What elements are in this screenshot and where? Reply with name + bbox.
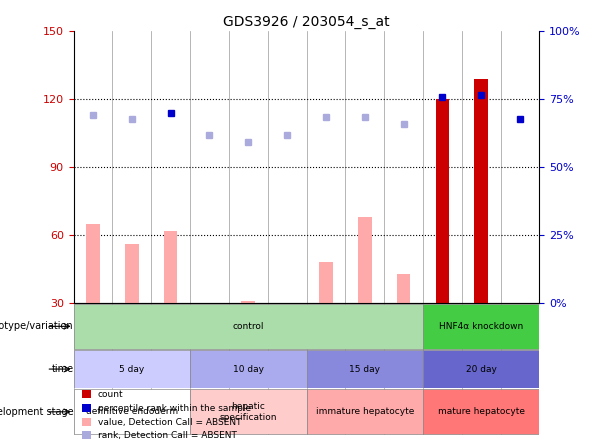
- Text: HNF4α knockdown: HNF4α knockdown: [439, 322, 524, 331]
- Bar: [164, 230, 177, 303]
- FancyBboxPatch shape: [423, 389, 539, 434]
- Bar: [86, 224, 100, 303]
- Text: hepatic
specification: hepatic specification: [219, 402, 277, 421]
- Text: definitive endoderm: definitive endoderm: [86, 407, 178, 416]
- Text: 5 day: 5 day: [119, 365, 145, 373]
- FancyBboxPatch shape: [190, 389, 306, 434]
- Text: control: control: [232, 322, 264, 331]
- Text: immature hepatocyte: immature hepatocyte: [316, 407, 414, 416]
- Text: 20 day: 20 day: [466, 365, 497, 373]
- Bar: [397, 274, 410, 303]
- Text: 15 day: 15 day: [349, 365, 380, 373]
- Legend: count, percentile rank within the sample, value, Detection Call = ABSENT, rank, : count, percentile rank within the sample…: [78, 387, 254, 444]
- Text: genotype/variation: genotype/variation: [0, 321, 74, 331]
- Text: 10 day: 10 day: [233, 365, 264, 373]
- Bar: [474, 79, 488, 303]
- FancyBboxPatch shape: [423, 350, 539, 388]
- Text: development stage: development stage: [0, 407, 74, 417]
- FancyBboxPatch shape: [74, 389, 190, 434]
- FancyBboxPatch shape: [306, 350, 423, 388]
- FancyBboxPatch shape: [190, 350, 306, 388]
- FancyBboxPatch shape: [306, 389, 423, 434]
- Bar: [242, 301, 255, 303]
- FancyBboxPatch shape: [74, 304, 423, 349]
- Bar: [436, 99, 449, 303]
- Bar: [125, 244, 139, 303]
- FancyBboxPatch shape: [423, 304, 539, 349]
- Bar: [319, 262, 333, 303]
- Title: GDS3926 / 203054_s_at: GDS3926 / 203054_s_at: [223, 15, 390, 29]
- Text: time: time: [51, 364, 74, 374]
- Text: mature hepatocyte: mature hepatocyte: [438, 407, 525, 416]
- FancyBboxPatch shape: [74, 350, 190, 388]
- Bar: [358, 217, 371, 303]
